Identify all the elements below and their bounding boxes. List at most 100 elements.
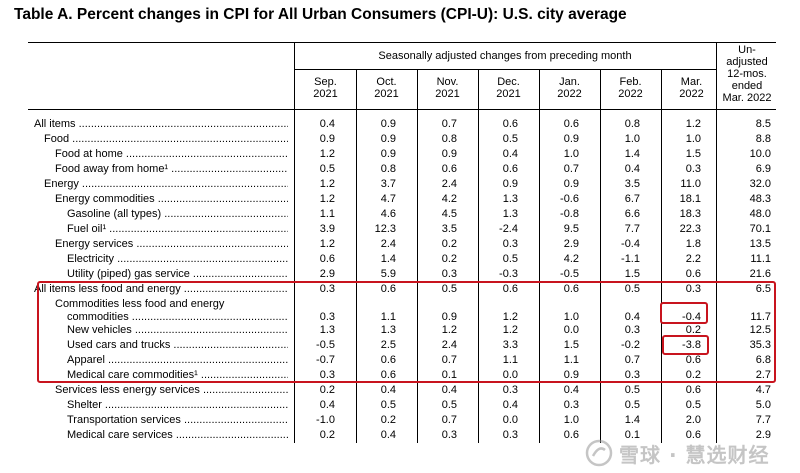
table-row-label: Energy commodities: [55, 193, 288, 206]
unadjusted-header-line: ended: [731, 80, 763, 92]
table-row-label: Food away from home¹: [55, 163, 288, 176]
table-cell: 3.3: [502, 339, 518, 351]
table-cell: 1.2: [319, 238, 335, 250]
table-cell: 4.6: [380, 208, 396, 220]
table-cell: 0.4: [624, 163, 640, 175]
table-cell: 1.0: [685, 133, 701, 145]
table-cell: 0.8: [624, 118, 640, 130]
table-cell: 0.3: [502, 238, 518, 250]
table-cell: 3.5: [624, 178, 640, 190]
unadjusted-header-line: 12-mos.: [727, 68, 767, 80]
table-cell: 0.3: [319, 283, 335, 295]
unadjusted-column-divider: [716, 43, 717, 443]
table-cell: 1.3: [502, 208, 518, 220]
table-cell: -0.4: [621, 238, 640, 250]
table-cell: 4.2: [441, 193, 457, 205]
month-header-name: Dec.: [497, 76, 520, 88]
table-cell: 0.4: [502, 148, 518, 160]
table-cell: 7.7: [755, 414, 771, 426]
table-row-label: Apparel: [67, 354, 288, 367]
table-cell: 1.4: [624, 148, 640, 160]
table-row-label: Medical care commodities¹: [67, 369, 288, 382]
table-cell: 1.3: [319, 324, 335, 336]
table-cell: 0.2: [441, 253, 457, 265]
table-cell: 0.8: [441, 133, 457, 145]
header-bottom-rule: [28, 109, 776, 110]
table-cell: 2.0: [685, 414, 701, 426]
table-cell: 4.7: [755, 384, 771, 396]
table-cell: 7.7: [624, 223, 640, 235]
table-cell: 0.5: [380, 399, 396, 411]
table-cell: 1.1: [563, 354, 579, 366]
table-cell: -1.0: [316, 414, 335, 426]
watermark-text: 雪球 · 慧选财经: [619, 442, 770, 467]
table-cell: 32.0: [749, 178, 771, 190]
table-cell: 18.3: [679, 208, 701, 220]
month-header-year: 2022: [557, 88, 582, 100]
month-header-year: 2021: [374, 88, 399, 100]
table-cell: 70.1: [749, 223, 771, 235]
watermark: 雪球 · 慧选财经: [585, 436, 795, 470]
table-cell: 1.5: [624, 268, 640, 280]
table-row-label: Food: [44, 133, 288, 146]
table-cell: -3.8: [682, 339, 701, 351]
table-cell: 11.0: [680, 178, 701, 190]
table-cell: 0.6: [502, 283, 518, 295]
table-cell: 2.7: [755, 369, 771, 381]
table-cell: 0.5: [624, 384, 640, 396]
table-cell: 1.3: [380, 324, 396, 336]
table-cell: 1.2: [502, 311, 518, 323]
table-cell: 0.5: [502, 253, 518, 265]
table-row-label: All items less food and energy: [34, 283, 288, 296]
table-cell: 1.1: [380, 311, 396, 323]
table-cell: 0.2: [441, 238, 457, 250]
table-cell: 8.8: [755, 133, 771, 145]
label-column-divider: [294, 43, 295, 443]
month-header-year: 2022: [679, 88, 704, 100]
table-row-label: New vehicles: [67, 324, 288, 337]
table-row-label: Services less energy services: [55, 384, 288, 397]
table-cell: 1.5: [563, 339, 579, 351]
table-cell: 18.1: [679, 193, 701, 205]
table-cell: 1.8: [685, 238, 701, 250]
table-cell: -0.8: [560, 208, 579, 220]
table-cell: 0.6: [685, 429, 701, 441]
table-cell: 0.4: [502, 399, 518, 411]
month-header-year: 2021: [435, 88, 460, 100]
table-cell: -2.4: [499, 223, 518, 235]
table-row-label: Medical care services: [67, 429, 288, 442]
table-cell: 0.3: [685, 163, 701, 175]
table-cell: 4.2: [563, 253, 579, 265]
table-cell: 0.3: [441, 429, 457, 441]
table-cell: 1.0: [563, 414, 579, 426]
table-cell: 0.9: [380, 118, 396, 130]
table-cell: 13.5: [749, 238, 771, 250]
table-cell: 0.6: [502, 118, 518, 130]
table-cell: 8.5: [755, 118, 771, 130]
table-cell: 0.3: [319, 311, 335, 323]
month-header: Mar. 2022: [661, 76, 722, 100]
table-cell: -1.1: [621, 253, 640, 265]
table-cell: 0.7: [441, 118, 457, 130]
month-header-name: Mar.: [680, 76, 703, 88]
table-cell: -0.5: [560, 268, 579, 280]
table-cell: 1.3: [502, 193, 518, 205]
table-cell: 48.0: [749, 208, 771, 220]
table-cell: -0.4: [682, 311, 701, 323]
table-cell: 0.6: [563, 118, 579, 130]
table-cell: 0.4: [319, 399, 335, 411]
table-cell: 48.3: [749, 193, 771, 205]
table-cell: 0.3: [624, 369, 640, 381]
table-cell: 0.5: [624, 399, 640, 411]
core-items-highlight-box: [37, 281, 776, 383]
table-cell: 1.1: [502, 354, 518, 366]
table-cell: -0.6: [560, 193, 579, 205]
table-cell: 22.3: [679, 223, 701, 235]
table-cell: 0.7: [441, 414, 457, 426]
month-column-divider: [356, 70, 357, 443]
table-cell: 0.6: [502, 163, 518, 175]
table-cell: 1.5: [685, 148, 701, 160]
table-cell: 35.3: [749, 339, 771, 351]
table-cell: 0.6: [441, 163, 457, 175]
table-cell: 3.5: [441, 223, 457, 235]
